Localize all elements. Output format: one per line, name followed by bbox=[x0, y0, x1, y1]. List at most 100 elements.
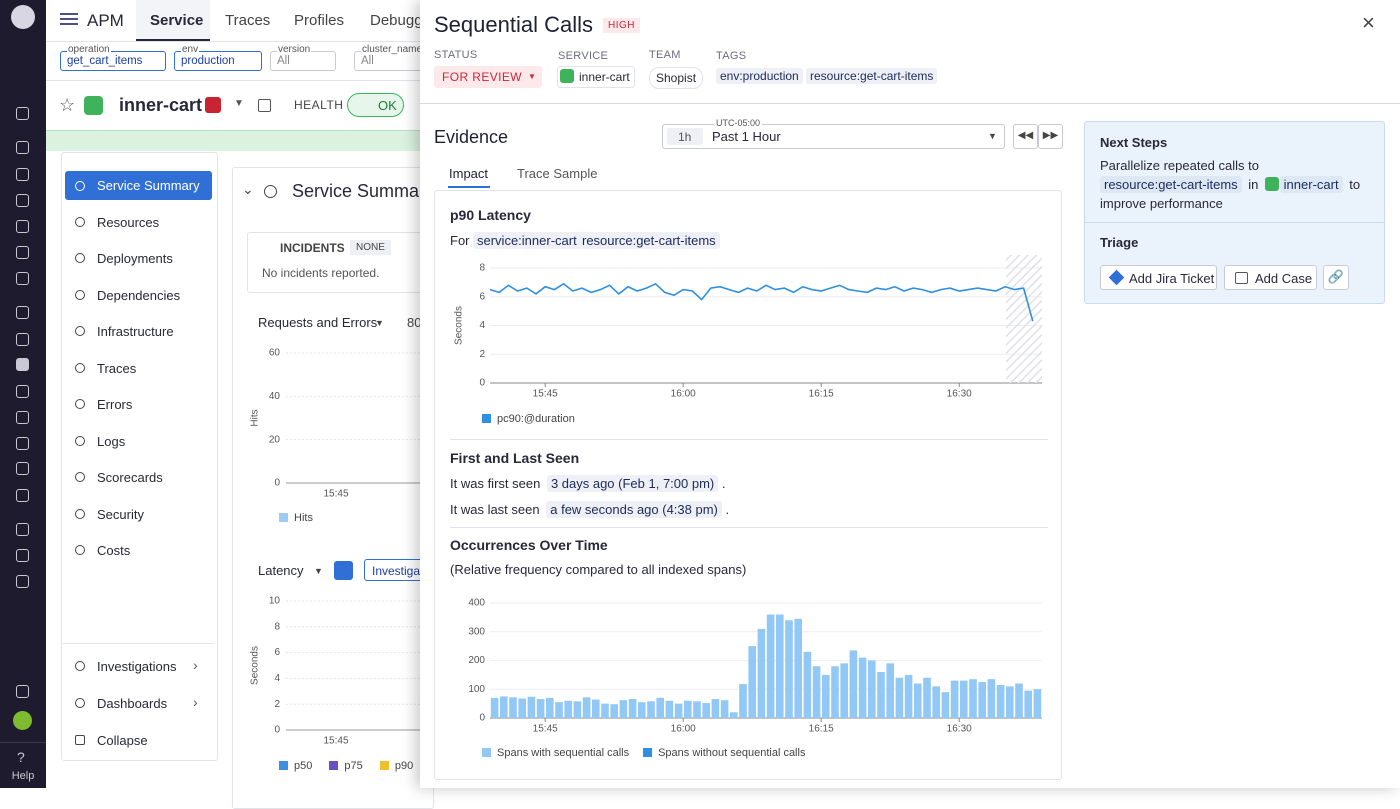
link-button[interactable]: 🔗 bbox=[1323, 265, 1349, 290]
decoration bbox=[63, 643, 214, 644]
close-button[interactable]: × bbox=[1362, 10, 1375, 35]
button-label: Add Jira Ticket bbox=[1129, 271, 1215, 286]
tab[interactable]: Service bbox=[150, 12, 204, 29]
y-tick-label: 4 bbox=[274, 673, 280, 684]
bar bbox=[904, 674, 913, 718]
logo[interactable] bbox=[11, 5, 35, 29]
y-tick-label: 6 bbox=[274, 647, 280, 658]
menu-item[interactable]: Dashboards bbox=[97, 696, 168, 711]
filter[interactable]: operation get_cart_items bbox=[60, 44, 166, 71]
section-title: First and Last Seen bbox=[450, 450, 580, 466]
product-name: APM bbox=[87, 11, 124, 30]
range: Past 1 Hour bbox=[712, 129, 781, 144]
time-selector[interactable] bbox=[662, 124, 1005, 149]
filter[interactable]: version All bbox=[270, 44, 336, 71]
bar bbox=[766, 614, 775, 718]
status-bar bbox=[46, 130, 426, 151]
filter-label: operation bbox=[67, 44, 111, 55]
nav-icon bbox=[16, 549, 29, 562]
decoration bbox=[75, 399, 85, 409]
y-tick-label: 0 bbox=[274, 478, 280, 489]
global-nav: ? Help bbox=[0, 0, 46, 788]
chart-selector[interactable]: Requests and Errors bbox=[258, 315, 378, 330]
bar bbox=[647, 701, 655, 718]
bar bbox=[509, 697, 517, 718]
tab-active-bg bbox=[136, 0, 210, 41]
bar bbox=[1024, 690, 1032, 718]
y-tick-label: 2 bbox=[479, 349, 485, 360]
menu-item[interactable]: Resources bbox=[97, 215, 160, 230]
collapse-chevron[interactable]: ⌄ bbox=[242, 181, 254, 197]
bar bbox=[610, 704, 618, 718]
star[interactable]: ☆ bbox=[59, 95, 76, 115]
menu-item[interactable]: Traces bbox=[97, 361, 137, 376]
chart-selector[interactable]: Latency bbox=[258, 563, 304, 578]
decoration: ▼ bbox=[528, 72, 536, 81]
help-icon: ? bbox=[17, 749, 25, 765]
bar bbox=[996, 684, 1005, 718]
decoration bbox=[1265, 177, 1280, 191]
back-button[interactable]: ◀◀ bbox=[1013, 124, 1038, 149]
jira-button[interactable]: Add Jira Ticket bbox=[1100, 265, 1217, 290]
service-value: inner-cart bbox=[579, 70, 630, 84]
menu-item[interactable]: Service Summary bbox=[97, 178, 200, 193]
tab[interactable]: Profiles bbox=[294, 12, 345, 29]
bar bbox=[849, 650, 858, 718]
menu-item[interactable]: Investigations bbox=[97, 659, 177, 674]
bar bbox=[702, 703, 710, 718]
severity-badge: HIGH bbox=[603, 18, 640, 33]
avatar[interactable] bbox=[13, 711, 32, 730]
menu-item[interactable]: Security bbox=[97, 507, 144, 522]
step-text: improve performance bbox=[1100, 196, 1223, 211]
menu-item[interactable]: Collapse bbox=[97, 733, 148, 748]
step-text: resource:get-cart-items in inner-cart to bbox=[1100, 176, 1360, 193]
menu-item[interactable]: Infrastructure bbox=[97, 324, 174, 339]
seen-time: 3 days ago (Feb 1, 7:00 pm) bbox=[546, 475, 719, 492]
summary-title: Service Summary bbox=[292, 181, 435, 201]
decoration bbox=[75, 217, 85, 227]
caret[interactable]: ▼ bbox=[234, 98, 244, 109]
side-menu bbox=[61, 152, 218, 761]
incidents-badge: NONE bbox=[350, 240, 391, 255]
tab[interactable]: Impact bbox=[449, 166, 489, 181]
menu-item[interactable]: Scorecards bbox=[97, 470, 163, 485]
filter[interactable]: cluster_name All bbox=[354, 44, 434, 71]
bar bbox=[776, 614, 784, 718]
menu-item[interactable]: Logs bbox=[97, 434, 126, 449]
menu-item[interactable]: Deployments bbox=[97, 251, 173, 266]
tab[interactable]: Debugg bbox=[370, 12, 423, 29]
help-label[interactable]: Help bbox=[11, 770, 35, 782]
y-tick-label: 100 bbox=[468, 684, 485, 695]
y-axis-label: Hits bbox=[250, 409, 261, 426]
copy-icon[interactable] bbox=[258, 99, 271, 112]
bar bbox=[803, 651, 812, 718]
legend-swatch bbox=[279, 761, 288, 770]
subtitle: (Relative frequency compared to all inde… bbox=[450, 562, 747, 577]
tab[interactable]: Traces bbox=[225, 12, 271, 29]
y-tick-label: 10 bbox=[269, 596, 281, 607]
tab[interactable]: Trace Sample bbox=[517, 166, 598, 181]
evidence-card bbox=[434, 190, 1062, 780]
decoration bbox=[1085, 222, 1384, 223]
y-tick-label: 8 bbox=[479, 263, 485, 274]
seen-line: It was last seen a few seconds ago (4:38… bbox=[450, 501, 729, 518]
bar bbox=[812, 666, 821, 718]
partial-data-area bbox=[1006, 255, 1042, 383]
menu-item[interactable]: Errors bbox=[97, 397, 133, 412]
bar bbox=[757, 628, 766, 718]
forward-button[interactable]: ▶▶ bbox=[1038, 124, 1063, 149]
status-dropdown[interactable] bbox=[434, 66, 542, 88]
bar bbox=[969, 679, 977, 718]
legend: pc90:@duration bbox=[482, 413, 575, 425]
menu-item[interactable]: Dependencies bbox=[97, 288, 181, 303]
line-series bbox=[489, 282, 1034, 322]
health-pill[interactable] bbox=[347, 93, 404, 117]
legend-swatch bbox=[482, 748, 491, 757]
bar bbox=[656, 697, 664, 718]
language-icon bbox=[205, 97, 221, 113]
filter[interactable]: env production bbox=[174, 44, 262, 71]
menu-item[interactable]: Costs bbox=[97, 543, 131, 558]
decoration bbox=[450, 439, 1048, 440]
case-button[interactable]: Add Case bbox=[1224, 265, 1317, 290]
nav-icon bbox=[16, 385, 29, 398]
